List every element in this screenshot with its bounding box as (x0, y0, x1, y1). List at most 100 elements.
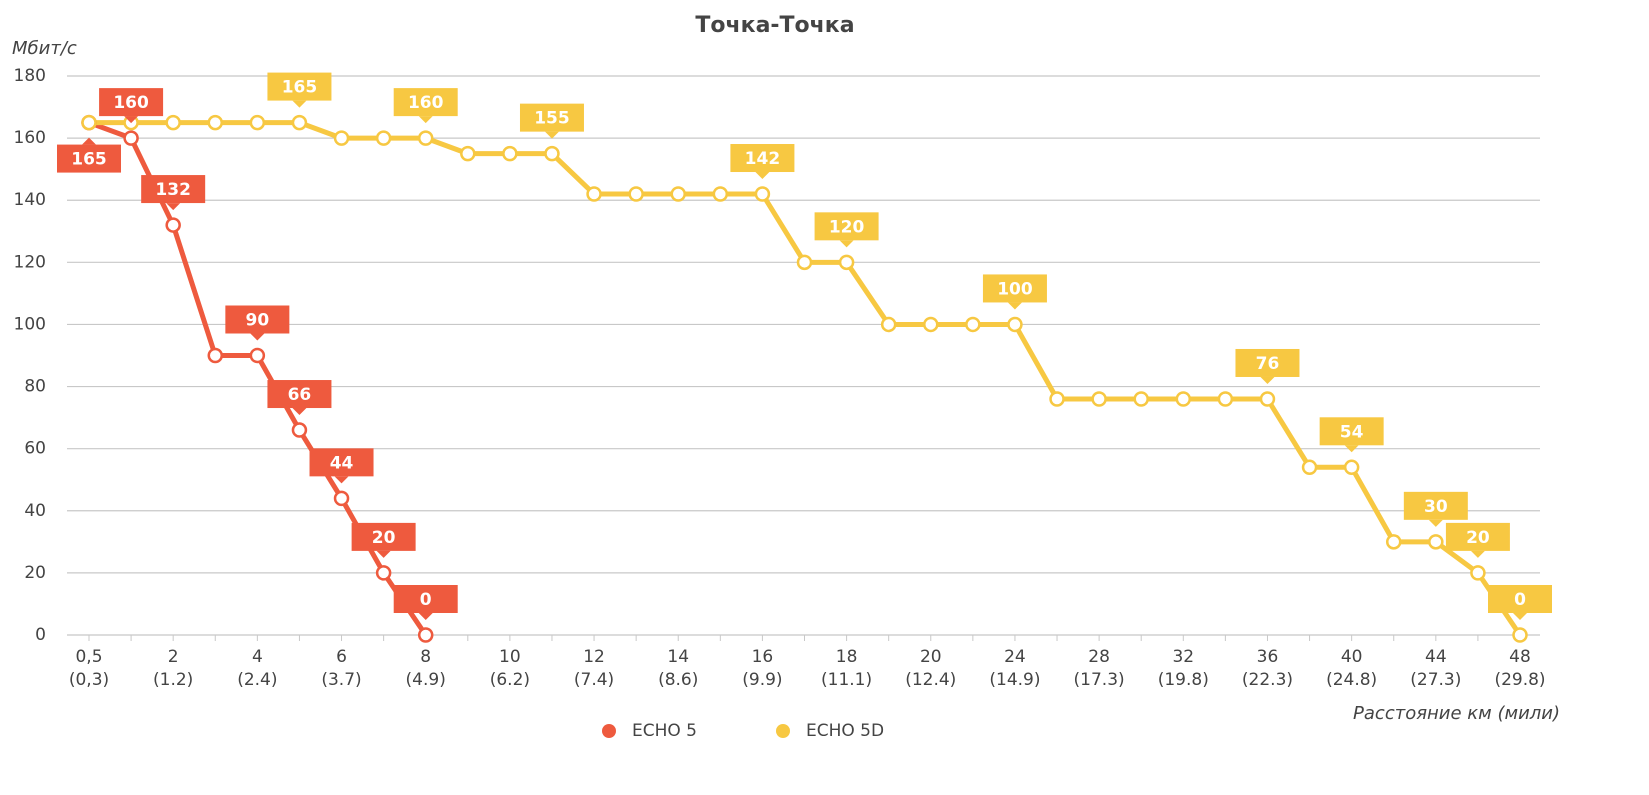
data-label: 165 (57, 137, 121, 173)
data-point (165, 217, 181, 233)
data-label-text: 160 (408, 93, 444, 113)
data-label-box (393, 88, 458, 117)
legend-label: ECHO 5D (806, 721, 884, 741)
data-point (81, 114, 97, 131)
data-point (1385, 534, 1402, 550)
data-point (291, 422, 308, 438)
data-label-text: 100 (997, 279, 1033, 299)
data-label-box (814, 212, 879, 241)
x-tick-label-secondary: (8.6) (658, 670, 698, 690)
x-tick-label-secondary: (3.7) (321, 670, 361, 690)
x-tick-label: 4 (252, 647, 263, 667)
data-label-pointer (1470, 550, 1485, 558)
data-label: 66 (267, 380, 332, 416)
data-label-pointer (292, 408, 307, 416)
chart-title: Точка-Точка (695, 13, 854, 38)
x-tick-label-secondary: (1.2) (153, 670, 193, 690)
data-label-text: 0 (1514, 590, 1526, 610)
data-point (207, 347, 224, 364)
y-tick-label: 140 (14, 190, 46, 210)
data-label-pointer (376, 550, 391, 558)
x-tick-label: 12 (583, 647, 605, 667)
x-tick-label-secondary: (9.9) (742, 670, 782, 690)
data-label: 160 (393, 88, 458, 124)
data-point (1175, 391, 1192, 407)
data-label-pointer (544, 131, 559, 139)
data-point (123, 130, 139, 146)
data-label: 155 (519, 103, 584, 139)
data-label: 44 (309, 448, 374, 484)
x-tick-label-secondary: (17.3) (1074, 670, 1125, 690)
data-label-text: 0 (420, 590, 432, 610)
x-tick-label: 36 (1257, 647, 1279, 667)
y-tick-label: 160 (14, 128, 46, 148)
x-tick-label-secondary: (11.1) (821, 670, 872, 690)
data-point (375, 565, 392, 581)
data-label-box (141, 175, 206, 204)
data-label: 160 (99, 88, 164, 124)
data-point (333, 130, 350, 146)
x-tick-label: 44 (1425, 647, 1447, 667)
data-label-box (1445, 522, 1510, 551)
data-label-pointer (250, 333, 265, 341)
data-label-text: 90 (246, 311, 270, 331)
y-axis-label: Мбит/с (12, 38, 77, 59)
data-label-box (730, 144, 795, 173)
data-label-pointer (124, 116, 139, 124)
data-label-pointer (334, 476, 349, 484)
data-label-box (351, 522, 416, 551)
x-tick-label: 20 (920, 647, 942, 667)
data-label-text: 155 (534, 109, 570, 129)
x-tick-label-secondary: (27.3) (1410, 670, 1461, 690)
data-label-text: 165 (282, 78, 318, 98)
x-tick-label-secondary: (22.3) (1242, 670, 1293, 690)
data-point (291, 114, 308, 131)
x-tick-label-secondary: (29.8) (1494, 670, 1545, 690)
data-label-text: 30 (1424, 497, 1448, 517)
data-label-box (267, 72, 332, 101)
data-label-text: 120 (829, 217, 865, 237)
data-point (1343, 459, 1360, 476)
y-tick-label: 0 (35, 625, 46, 645)
data-label-pointer (418, 116, 433, 124)
x-tick-label: 6 (336, 647, 347, 667)
x-axis-label: Расстояние км (мили) (1353, 703, 1560, 724)
y-tick-label: 20 (24, 563, 46, 583)
data-label-box (1319, 417, 1384, 446)
data-point (1301, 459, 1318, 476)
data-label: 0 (1488, 585, 1552, 620)
data-label-text: 20 (372, 528, 396, 548)
data-label: 100 (982, 274, 1047, 310)
x-tick-label: 8 (420, 647, 431, 667)
x-tick-label-secondary: (6.2) (490, 670, 530, 690)
data-point (1428, 534, 1444, 550)
data-label-pointer (1344, 445, 1359, 453)
data-label-box (1235, 348, 1300, 377)
data-label-pointer (166, 203, 181, 211)
x-tick-label-secondary: (12.4) (905, 670, 956, 690)
data-point (544, 145, 560, 162)
data-point (207, 114, 224, 131)
x-tick-label: 32 (1172, 647, 1194, 667)
data-point (838, 254, 855, 271)
x-tick-label-secondary: (7.4) (574, 670, 614, 690)
data-label-text: 142 (745, 149, 781, 169)
y-tick-label: 80 (24, 377, 46, 397)
data-label-text: 76 (1256, 354, 1280, 374)
y-tick-label: 60 (24, 439, 46, 459)
x-tick-label: 16 (752, 647, 774, 667)
data-label-pointer (1007, 302, 1022, 310)
data-point (670, 186, 686, 202)
data-point (754, 186, 771, 202)
data-label: 54 (1319, 417, 1384, 453)
data-label: 90 (225, 305, 290, 341)
data-label: 20 (1445, 522, 1510, 558)
data-point (249, 347, 266, 364)
data-point (417, 627, 434, 643)
x-tick-label-secondary: (19.8) (1158, 670, 1209, 690)
data-point (1133, 391, 1149, 407)
data-point (460, 145, 476, 162)
x-tick-label-secondary: (2.4) (237, 670, 277, 690)
y-tick-label: 100 (14, 314, 46, 334)
data-label-pointer (755, 172, 770, 180)
